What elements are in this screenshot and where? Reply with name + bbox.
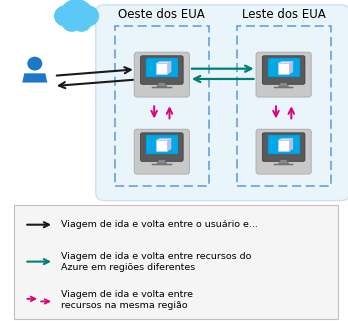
FancyBboxPatch shape <box>146 135 178 154</box>
Text: Viagem de ida e volta entre recursos do
Azure em regiões diferentes: Viagem de ida e volta entre recursos do … <box>61 252 251 272</box>
FancyBboxPatch shape <box>268 58 300 77</box>
Circle shape <box>54 5 77 27</box>
FancyBboxPatch shape <box>274 164 293 166</box>
Polygon shape <box>157 83 167 87</box>
FancyBboxPatch shape <box>152 164 172 166</box>
FancyBboxPatch shape <box>146 58 178 77</box>
FancyBboxPatch shape <box>14 205 338 319</box>
FancyBboxPatch shape <box>134 52 189 97</box>
Polygon shape <box>167 139 171 151</box>
FancyBboxPatch shape <box>96 5 348 201</box>
Circle shape <box>27 57 42 71</box>
FancyBboxPatch shape <box>141 133 183 161</box>
FancyBboxPatch shape <box>141 56 183 84</box>
Polygon shape <box>278 63 289 74</box>
Polygon shape <box>156 62 171 63</box>
Polygon shape <box>278 62 293 63</box>
FancyBboxPatch shape <box>152 87 172 89</box>
Polygon shape <box>278 140 289 151</box>
Polygon shape <box>279 160 288 164</box>
FancyBboxPatch shape <box>256 129 311 174</box>
Polygon shape <box>167 62 171 74</box>
Polygon shape <box>156 140 167 151</box>
Polygon shape <box>279 83 288 87</box>
Circle shape <box>60 0 93 30</box>
Polygon shape <box>22 73 47 82</box>
Text: Viagem de ida e volta entre
recursos na mesma região: Viagem de ida e volta entre recursos na … <box>61 290 193 310</box>
FancyBboxPatch shape <box>262 133 305 161</box>
Circle shape <box>72 14 91 32</box>
Polygon shape <box>157 160 167 164</box>
Polygon shape <box>156 139 171 140</box>
Polygon shape <box>278 139 293 140</box>
FancyBboxPatch shape <box>274 87 293 89</box>
Polygon shape <box>289 62 293 74</box>
FancyBboxPatch shape <box>262 56 305 84</box>
Text: Leste dos EUA: Leste dos EUA <box>242 8 325 21</box>
Polygon shape <box>289 139 293 151</box>
Text: Oeste dos EUA: Oeste dos EUA <box>118 8 205 21</box>
Text: Viagem de ida e volta entre o usuário e...: Viagem de ida e volta entre o usuário e.… <box>61 220 258 229</box>
FancyBboxPatch shape <box>256 52 311 97</box>
Circle shape <box>62 14 81 32</box>
Circle shape <box>76 5 99 27</box>
Polygon shape <box>156 63 167 74</box>
FancyBboxPatch shape <box>134 129 189 174</box>
FancyBboxPatch shape <box>268 135 300 154</box>
